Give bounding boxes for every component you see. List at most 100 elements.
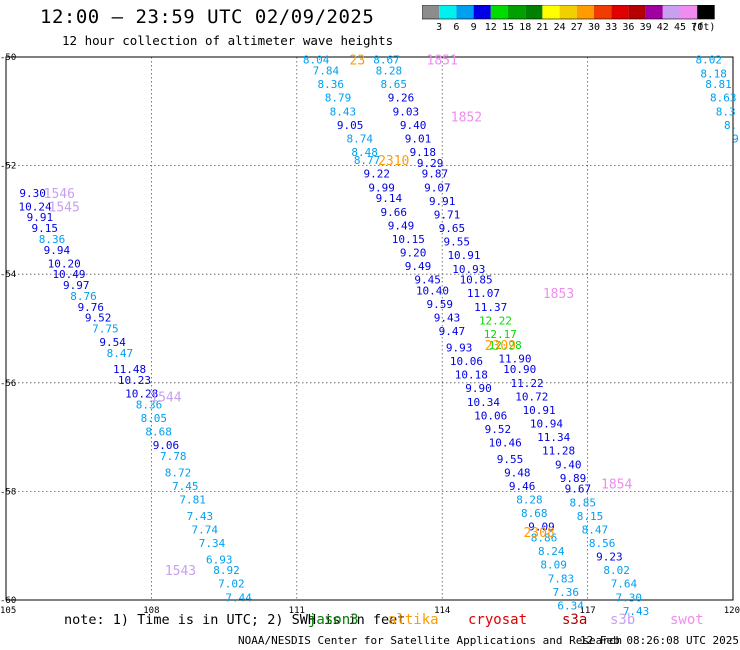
wave-height-label: 11.07 [467,287,500,300]
time-label: 1544 [150,390,181,405]
wave-height-label: 10.06 [450,355,483,368]
wave-height-label: 9.66 [380,206,407,219]
wave-height-label: 9.49 [405,260,432,273]
colorbar-swatch [628,5,646,19]
colorbar-swatch [662,5,680,19]
time-label: 1546 [44,187,75,202]
wave-height-label: 10.91 [523,404,556,417]
wave-height-label: 8.36 [39,233,66,246]
wave-height-label: 10.72 [515,390,548,403]
wave-height-label: 9.54 [99,336,126,349]
wave-height-label: 8.92 [213,564,240,577]
colorbar-swatch [456,5,474,19]
legend-cryosat: cryosat [468,612,528,628]
wave-height-label: 8.3 [716,105,736,118]
colorbar-swatch [422,5,440,19]
wave-height-label: 9.89 [560,472,587,485]
colorbar-swatch [576,5,594,19]
wave-height-label: 9.01 [405,132,432,145]
wave-height-label: 7.81 [179,494,206,507]
wave-height-label: 8.28 [516,494,543,507]
wave-height-label: 11.28 [542,445,575,458]
legend-swot: swot [670,612,704,628]
wave-height-label: 11.37 [474,301,507,314]
footer-note: note: 1) Time is in UTC; 2) SWH is in fe… [64,612,406,628]
wave-height-label: 10.90 [503,363,536,376]
wave-height-label: 8.09 [540,559,567,572]
wave-height-label: 9.67 [565,483,592,496]
wave-height-label: 9.43 [434,312,461,325]
colorbar-tick: 27 [571,22,583,33]
colorbar-tick: 24 [554,22,566,33]
wave-height-label: 9.55 [497,453,524,466]
wave-height-label: 12.17 [484,328,517,341]
wave-height-label: 8.72 [165,466,192,479]
wave-height-label: 9.03 [393,105,420,118]
wave-height-label: 9.76 [78,301,105,314]
colorbar-swatch [594,5,612,19]
wave-height-label: 8.48 [351,146,378,159]
time-label: 2308 [523,526,554,541]
colorbar-swatch [542,5,560,19]
wave-height-label: 11.90 [498,352,531,365]
wave-height-label: 9.47 [439,325,466,338]
wave-height-label: 10.46 [489,437,522,450]
wave-height-label: 8.81 [705,78,732,91]
wave-height-label: 8.85 [570,496,597,509]
colorbar-swatch [680,5,698,19]
wave-height-label: 7.75 [92,323,119,336]
wave-height-label: 9.91 [429,195,456,208]
wave-height-label: 10.91 [447,249,480,262]
legend-s3b: s3b [610,612,636,628]
wave-height-label: 11.34 [537,431,570,444]
wave-height-label: 7.74 [191,523,218,536]
y-tick-label: -50 [0,53,16,63]
wave-height-label: 9.59 [427,298,454,311]
colorbar-tick: 3 [436,22,442,33]
colorbar-swatch [473,5,491,19]
wave-height-label: 9.71 [434,208,461,221]
wave-height-label: 9.49 [388,219,415,232]
colorbar-swatch [697,5,715,19]
wave-height-label: 9.91 [27,211,54,224]
wave-height-label: 9.06 [153,439,180,452]
wave-height-label: 12.22 [479,314,512,327]
colorbar-swatch [645,5,663,19]
colorbar-tick: 30 [588,22,600,33]
wave-height-label: 9.09 [528,521,555,534]
time-label: 1851 [427,54,458,69]
wave-height-label: 8.68 [521,507,548,520]
time-label: 2310 [378,154,409,169]
wave-height-label: 8.47 [107,347,134,360]
wave-height-label: 6.93 [206,553,233,566]
time-label: 1543 [165,564,196,579]
wave-height-label: 9.22 [364,168,391,181]
wave-height-label: 10.28 [125,388,158,401]
wave-height-label: 8.47 [582,523,609,536]
wave-height-label: 8.04 [303,54,330,67]
wave-height-label: 12.28 [489,339,522,352]
page-subtitle: 12 hour collection of altimeter wave hei… [62,33,394,48]
wave-height-label: 9.65 [439,222,466,235]
wave-height-label: 7.64 [611,578,638,591]
colorbar-tick: 9 [471,22,477,33]
wave-height-label: 8.02 [603,564,630,577]
wave-height-label: 11.48 [113,363,146,376]
wave-height-label: 7.78 [160,450,187,463]
wave-height-label: 7.34 [199,537,226,550]
time-label: 2309 [485,339,516,354]
colorbar-tick: 12 [485,22,497,33]
wave-height-label: 9.30 [19,187,46,200]
colorbar-swatch [490,5,508,19]
wave-height-label: 10.40 [416,284,449,297]
wave-height-label: 9.20 [400,246,427,259]
wave-height-label: 10.18 [455,369,488,382]
wave-height-label: 9.94 [44,244,71,257]
wave-height-label: 10.34 [467,396,500,409]
wave-height-label: 8.15 [577,510,604,523]
colorbar-tick: 45 [674,22,686,33]
colorbar: 3 6 9 12 15 18 21 24 27 30 33 36 39 42 45 70(ft) [422,5,715,33]
wave-height-label: 7.45 [172,480,199,493]
colorbar-swatch [508,5,526,19]
wave-height-label: 7.84 [313,65,340,78]
